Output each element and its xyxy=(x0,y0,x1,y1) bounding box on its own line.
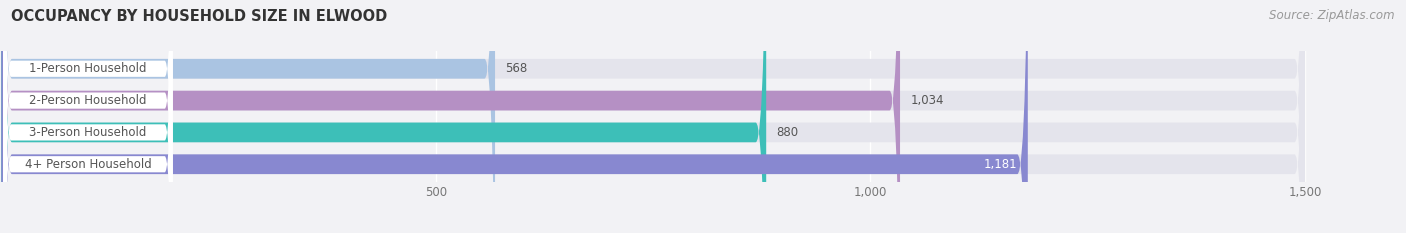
FancyBboxPatch shape xyxy=(3,0,173,233)
FancyBboxPatch shape xyxy=(1,0,1305,233)
FancyBboxPatch shape xyxy=(1,0,1028,233)
Text: 568: 568 xyxy=(506,62,527,75)
Text: 1-Person Household: 1-Person Household xyxy=(30,62,146,75)
FancyBboxPatch shape xyxy=(1,0,1305,233)
FancyBboxPatch shape xyxy=(1,0,766,233)
Text: 3-Person Household: 3-Person Household xyxy=(30,126,146,139)
Text: 1,034: 1,034 xyxy=(911,94,943,107)
FancyBboxPatch shape xyxy=(3,0,173,233)
Text: 4+ Person Household: 4+ Person Household xyxy=(24,158,152,171)
FancyBboxPatch shape xyxy=(1,0,1305,233)
Text: Source: ZipAtlas.com: Source: ZipAtlas.com xyxy=(1270,9,1395,22)
Text: 1,181: 1,181 xyxy=(984,158,1018,171)
FancyBboxPatch shape xyxy=(3,0,173,233)
FancyBboxPatch shape xyxy=(1,0,900,233)
Text: 2-Person Household: 2-Person Household xyxy=(30,94,146,107)
Text: OCCUPANCY BY HOUSEHOLD SIZE IN ELWOOD: OCCUPANCY BY HOUSEHOLD SIZE IN ELWOOD xyxy=(11,9,388,24)
FancyBboxPatch shape xyxy=(1,0,1305,233)
Text: 880: 880 xyxy=(776,126,799,139)
FancyBboxPatch shape xyxy=(1,0,495,233)
FancyBboxPatch shape xyxy=(3,0,173,233)
